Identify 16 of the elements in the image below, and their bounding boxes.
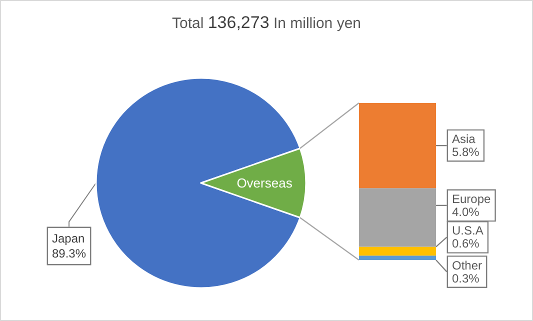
data-label: 0.6%: [452, 236, 480, 251]
bar: [359, 256, 436, 260]
series-label: U.S.A: [452, 224, 484, 238]
data-label: 4.0%: [452, 204, 480, 219]
slice-label: Overseas: [236, 176, 293, 190]
data-label: 0.3%: [452, 271, 480, 286]
series-label: Europe: [452, 192, 492, 206]
data-label: 89.3%: [52, 246, 86, 260]
slice-label: Japan: [52, 232, 85, 246]
data-label: 5.8%: [452, 145, 480, 160]
series-label: Asia: [452, 132, 476, 146]
bar: [359, 188, 436, 247]
chart-title: Total 136,273 In million yen: [170, 13, 362, 33]
bar: [359, 103, 436, 188]
bar: [359, 246, 436, 256]
series-label: Other: [452, 258, 482, 272]
